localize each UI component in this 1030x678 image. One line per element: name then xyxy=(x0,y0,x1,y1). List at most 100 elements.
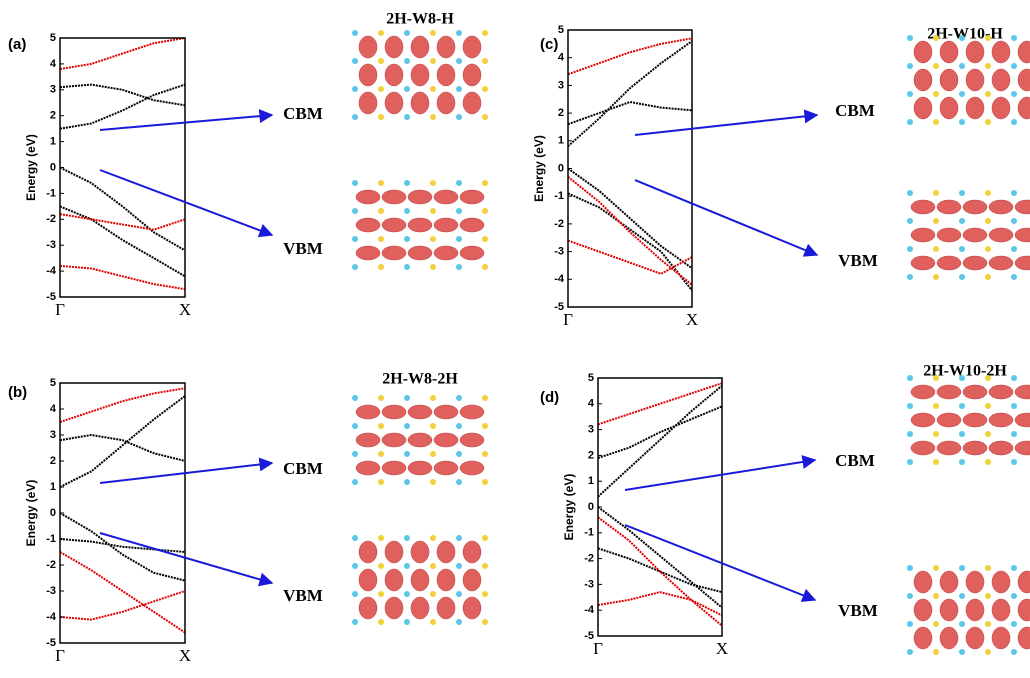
atom xyxy=(933,593,939,599)
atom xyxy=(959,246,965,252)
atom xyxy=(352,535,358,541)
atom xyxy=(985,91,991,97)
x-tick-label: X xyxy=(179,300,191,319)
atom xyxy=(404,591,410,597)
panel-label: (c) xyxy=(540,36,558,53)
atom xyxy=(907,565,913,571)
orbital xyxy=(433,460,459,476)
x-tick-label: X xyxy=(686,310,698,329)
y-tick-label: -5 xyxy=(46,637,56,649)
atom xyxy=(404,86,410,92)
orbital xyxy=(436,63,456,87)
atom xyxy=(907,218,913,224)
plot-frame xyxy=(567,29,693,308)
structure-image xyxy=(907,375,1030,465)
atom xyxy=(933,274,939,280)
structure-title: 2H-W8-H xyxy=(386,11,454,28)
atom xyxy=(430,86,436,92)
orbital xyxy=(991,626,1011,650)
atom xyxy=(378,114,384,120)
y-tick-label: 2 xyxy=(558,107,564,119)
y-tick-label: 5 xyxy=(588,372,594,384)
atom xyxy=(404,619,410,625)
y-tick-label: -1 xyxy=(584,527,594,539)
atom xyxy=(430,58,436,64)
orbital xyxy=(355,245,381,261)
atom xyxy=(985,190,991,196)
orbital xyxy=(381,460,407,476)
atom xyxy=(933,403,939,409)
orbital xyxy=(962,412,988,428)
orbital xyxy=(381,217,407,233)
orbital xyxy=(384,35,404,59)
atom xyxy=(1011,35,1017,41)
orbital xyxy=(936,227,962,243)
orbital xyxy=(936,199,962,215)
x-tick-label: X xyxy=(716,639,728,658)
atom xyxy=(482,535,488,541)
atom xyxy=(1011,431,1017,437)
orbital xyxy=(988,412,1014,428)
orbital xyxy=(988,199,1014,215)
atom xyxy=(352,180,358,186)
atom xyxy=(907,246,913,252)
atom xyxy=(482,30,488,36)
orbital xyxy=(358,540,378,564)
atom xyxy=(959,431,965,437)
band-line xyxy=(59,264,186,291)
atom xyxy=(352,563,358,569)
atom xyxy=(933,119,939,125)
y-tick-label: 3 xyxy=(50,84,56,96)
y-tick-label: 4 xyxy=(50,58,57,70)
atom xyxy=(404,236,410,242)
orbital xyxy=(965,40,985,64)
atom xyxy=(404,58,410,64)
orbital xyxy=(355,404,381,420)
y-tick-label: 4 xyxy=(558,52,565,64)
plot-frame xyxy=(59,37,186,298)
y-tick-label: 3 xyxy=(50,429,56,441)
atom xyxy=(959,35,965,41)
band-line xyxy=(59,213,186,231)
y-tick-label: 1 xyxy=(558,135,564,147)
orbital xyxy=(1017,598,1030,622)
orbital xyxy=(459,404,485,420)
atom xyxy=(959,621,965,627)
atom xyxy=(378,236,384,242)
band-line xyxy=(597,405,723,459)
atom xyxy=(985,649,991,655)
atom xyxy=(959,119,965,125)
orbital xyxy=(939,40,959,64)
y-tick-label: -2 xyxy=(46,559,56,571)
orbital xyxy=(436,540,456,564)
y-tick-label: 2 xyxy=(50,110,56,122)
cbm-label: CBM xyxy=(835,101,875,120)
atom xyxy=(985,119,991,125)
band-line xyxy=(597,382,723,426)
y-axis-label: Energy (eV) xyxy=(532,135,546,202)
band-line xyxy=(59,395,186,488)
atom xyxy=(352,58,358,64)
atom xyxy=(456,236,462,242)
orbital xyxy=(939,68,959,92)
atom xyxy=(404,30,410,36)
orbital xyxy=(913,570,933,594)
orbital xyxy=(913,68,933,92)
atom xyxy=(404,180,410,186)
y-tick-label: 4 xyxy=(50,403,57,415)
orbital xyxy=(991,96,1011,120)
atom xyxy=(352,479,358,485)
orbital xyxy=(381,432,407,448)
atom xyxy=(456,479,462,485)
panel-label: (b) xyxy=(8,384,27,401)
atom xyxy=(985,431,991,437)
atom xyxy=(482,180,488,186)
orbital xyxy=(1017,40,1030,64)
arrow xyxy=(99,169,274,238)
band-line xyxy=(567,176,693,286)
orbital xyxy=(433,245,459,261)
band-line xyxy=(597,506,723,609)
y-tick-label: -1 xyxy=(46,533,56,545)
x-tick-label: Γ xyxy=(55,300,65,319)
orbital xyxy=(965,570,985,594)
